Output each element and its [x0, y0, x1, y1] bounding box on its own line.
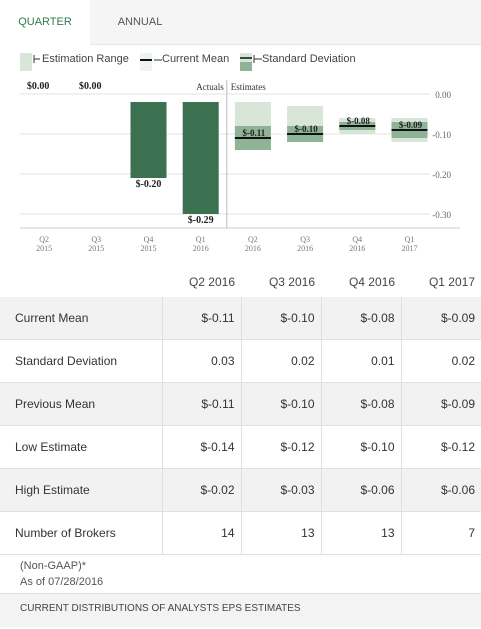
distribution-section-title: CURRENT DISTRIBUTIONS OF ANALYSTS EPS ES…: [20, 603, 301, 614]
table-row: Number of Brokers 14 13 13 7: [0, 511, 481, 555]
table-row: Current Mean $-0.11 $-0.10 $-0.08 $-0.09: [0, 297, 481, 340]
table-notes: (Non-GAAP)* As of 07/28/2016: [20, 558, 103, 590]
legend-current-mean-label: Current Mean: [162, 53, 230, 65]
table-header-q3-2016: Q3 2016: [268, 275, 315, 289]
x-tick-label-quarter: Q1: [196, 235, 206, 244]
table-row: Previous Mean $-0.11 $-0.10 $-0.08 $-0.0…: [0, 382, 481, 426]
table-cell: $-0.12: [400, 425, 481, 469]
actual-eps-bar: [182, 102, 219, 214]
x-tick-label-quarter: Q3: [91, 235, 101, 244]
table-header-label: [0, 267, 162, 297]
x-tick-label-quarter: Q4: [144, 235, 154, 244]
table-cell: $-0.09: [400, 297, 481, 340]
table-row: Standard Deviation 0.03 0.02 0.01 0.02: [0, 339, 481, 383]
table-cell: $-0.06: [320, 468, 401, 512]
table-cell: $-0.09: [400, 382, 481, 426]
table-cell: 0.03: [161, 339, 241, 383]
actual-eps-label: $-0.29: [188, 215, 214, 226]
table-cell: 13: [240, 511, 321, 555]
table-cell: $-0.06: [400, 468, 481, 512]
current-mean-label: $-0.11: [243, 128, 266, 138]
x-tick-label-year: 2015: [36, 244, 52, 253]
current-mean-label: $-0.08: [347, 116, 371, 126]
table-header-q2-2016: Q2 2016: [188, 275, 235, 289]
table-cell: 0.01: [320, 339, 401, 383]
table-row: Low Estimate $-0.14 $-0.12 $-0.10 $-0.12: [0, 425, 481, 469]
table-header-row: Q2 2016 Q3 2016 Q4 2016 Q1 2017: [0, 267, 481, 297]
estimation-range-swatch-icon: [20, 53, 40, 71]
table-cell: $-0.10: [240, 297, 321, 340]
table-cell: 14: [161, 511, 241, 555]
table-cell: $-0.10: [320, 425, 401, 469]
distribution-section-header[interactable]: CURRENT DISTRIBUTIONS OF ANALYSTS EPS ES…: [0, 593, 481, 627]
estimates-table: Q2 2016 Q3 2016 Q4 2016 Q1 2017 Current …: [0, 267, 481, 555]
x-tick-label-quarter: Q2: [248, 235, 258, 244]
x-tick-label-year: 2015: [141, 244, 157, 253]
estimates-section-label: Estimates: [231, 82, 266, 92]
x-tick-label-year: 2016: [297, 244, 313, 253]
legend-standard-deviation: Standard Deviation: [240, 50, 370, 74]
x-tick-label-quarter: Q3: [300, 235, 310, 244]
x-tick-label-year: 2016: [193, 244, 209, 253]
table-cell: 0.02: [240, 339, 321, 383]
x-tick-label-year: 2016: [245, 244, 261, 253]
x-tick-label-year: 2015: [88, 244, 104, 253]
current-mean-label: $-0.10: [294, 124, 318, 134]
legend-standard-deviation-label: Standard Deviation: [262, 53, 356, 65]
table-cell: $-0.10: [240, 382, 321, 426]
current-mean-swatch-icon: [140, 53, 162, 71]
tab-quarter[interactable]: QUARTER: [0, 0, 90, 45]
x-tick-label-year: 2017: [402, 244, 418, 253]
table-cell: $-0.02: [161, 468, 241, 512]
table-cell: $-0.14: [161, 425, 241, 469]
actual-eps-label: $0.00: [79, 81, 102, 92]
eps-estimates-chart: 0.00 -0.10 -0.20 -0.30 Actuals Estimates Q2 201…: [0, 76, 481, 260]
x-tick-label-quarter: Q2: [39, 235, 49, 244]
actual-eps-label: $-0.20: [136, 179, 162, 190]
actual-eps-label: $0.00: [27, 81, 50, 92]
x-tick-label-quarter: Q1: [405, 235, 415, 244]
standard-deviation-swatch-icon: [240, 53, 262, 71]
table-row: High Estimate $-0.02 $-0.03 $-0.06 $-0.0…: [0, 468, 481, 512]
current-mean-label: $-0.09: [399, 120, 423, 130]
x-tick-label-quarter: Q4: [352, 235, 362, 244]
x-tick-label-year: 2016: [349, 244, 365, 253]
row-label: Standard Deviation: [0, 339, 162, 383]
table-cell: 0.02: [400, 339, 481, 383]
y-tick-label: 0.00: [435, 90, 451, 100]
table-header-q1-2017: Q1 2017: [428, 275, 475, 289]
non-gaap-note: (Non-GAAP)*: [20, 560, 87, 572]
table-cell: $-0.03: [240, 468, 321, 512]
period-tabs: QUARTER ANNUAL: [0, 0, 481, 45]
y-tick-label: -0.20: [432, 170, 451, 180]
chart-legend: Estimation Range Current Mean Standard D…: [0, 50, 481, 76]
row-label: Previous Mean: [0, 382, 162, 426]
y-tick-label: -0.10: [432, 130, 451, 140]
table-cell: $-0.08: [320, 382, 401, 426]
row-label: High Estimate: [0, 468, 162, 512]
row-label: Low Estimate: [0, 425, 162, 469]
row-label: Current Mean: [0, 297, 162, 340]
table-cell: $-0.12: [240, 425, 321, 469]
y-tick-label: -0.30: [432, 210, 451, 220]
legend-estimation-range-label: Estimation Range: [42, 53, 129, 65]
as-of-date: As of 07/28/2016: [20, 576, 104, 588]
table-cell: 13: [320, 511, 401, 555]
actual-eps-bar: [130, 102, 167, 178]
tab-annual[interactable]: ANNUAL: [117, 16, 163, 28]
legend-estimation-range: Estimation Range: [20, 50, 130, 74]
table-cell: $-0.11: [161, 297, 241, 340]
table-cell: 7: [400, 511, 481, 555]
actuals-section-label: Actuals: [196, 82, 224, 92]
legend-current-mean: Current Mean: [140, 50, 240, 74]
table-cell: $-0.08: [320, 297, 401, 340]
table-cell: $-0.11: [161, 382, 241, 426]
table-header-q4-2016: Q4 2016: [348, 275, 395, 289]
row-label: Number of Brokers: [0, 511, 162, 555]
